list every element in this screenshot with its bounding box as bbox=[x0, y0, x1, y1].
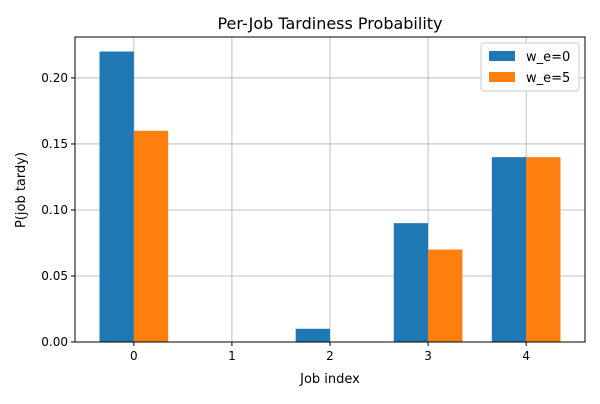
legend-label: w_e=5 bbox=[526, 71, 570, 86]
bar-w_e=0-job-2 bbox=[295, 328, 330, 342]
bars bbox=[99, 51, 561, 343]
bar-w_e=0-job-0 bbox=[99, 51, 134, 343]
x-tick-label: 0 bbox=[130, 349, 138, 363]
x-tick-label: 4 bbox=[522, 349, 530, 363]
legend-swatch bbox=[489, 72, 515, 82]
x-axis-label: Job index bbox=[299, 372, 360, 387]
legend-label: w_e=0 bbox=[526, 50, 570, 65]
bar-w_e=0-job-3 bbox=[393, 223, 429, 342]
bar-w_e=5-job-4 bbox=[526, 157, 561, 342]
bar-w_e=0-job-4 bbox=[491, 157, 527, 342]
chart-title: Per-Job Tardiness Probability bbox=[217, 14, 442, 33]
legend: w_e=0 w_e=5 bbox=[480, 42, 580, 92]
y-tick-label: 0.05 bbox=[41, 269, 68, 283]
legend-swatch bbox=[489, 51, 515, 61]
x-tick-label: 1 bbox=[228, 349, 236, 363]
bar-w_e=5-job-3 bbox=[428, 249, 463, 342]
bar-w_e=5-job-0 bbox=[133, 130, 169, 342]
y-tick-label: 0.15 bbox=[41, 137, 68, 151]
y-tick-label: 0.20 bbox=[41, 71, 68, 85]
x-tick-label: 3 bbox=[424, 349, 432, 363]
axes: 0 1 2 3 4 0.00 0.05 0.10 0.15 0.20 bbox=[41, 36, 586, 363]
x-tick-label: 2 bbox=[326, 349, 334, 363]
y-tick-label: 0.00 bbox=[41, 335, 68, 349]
y-axis-label: P(job tardy) bbox=[14, 152, 29, 228]
y-tick-label: 0.10 bbox=[41, 203, 68, 217]
